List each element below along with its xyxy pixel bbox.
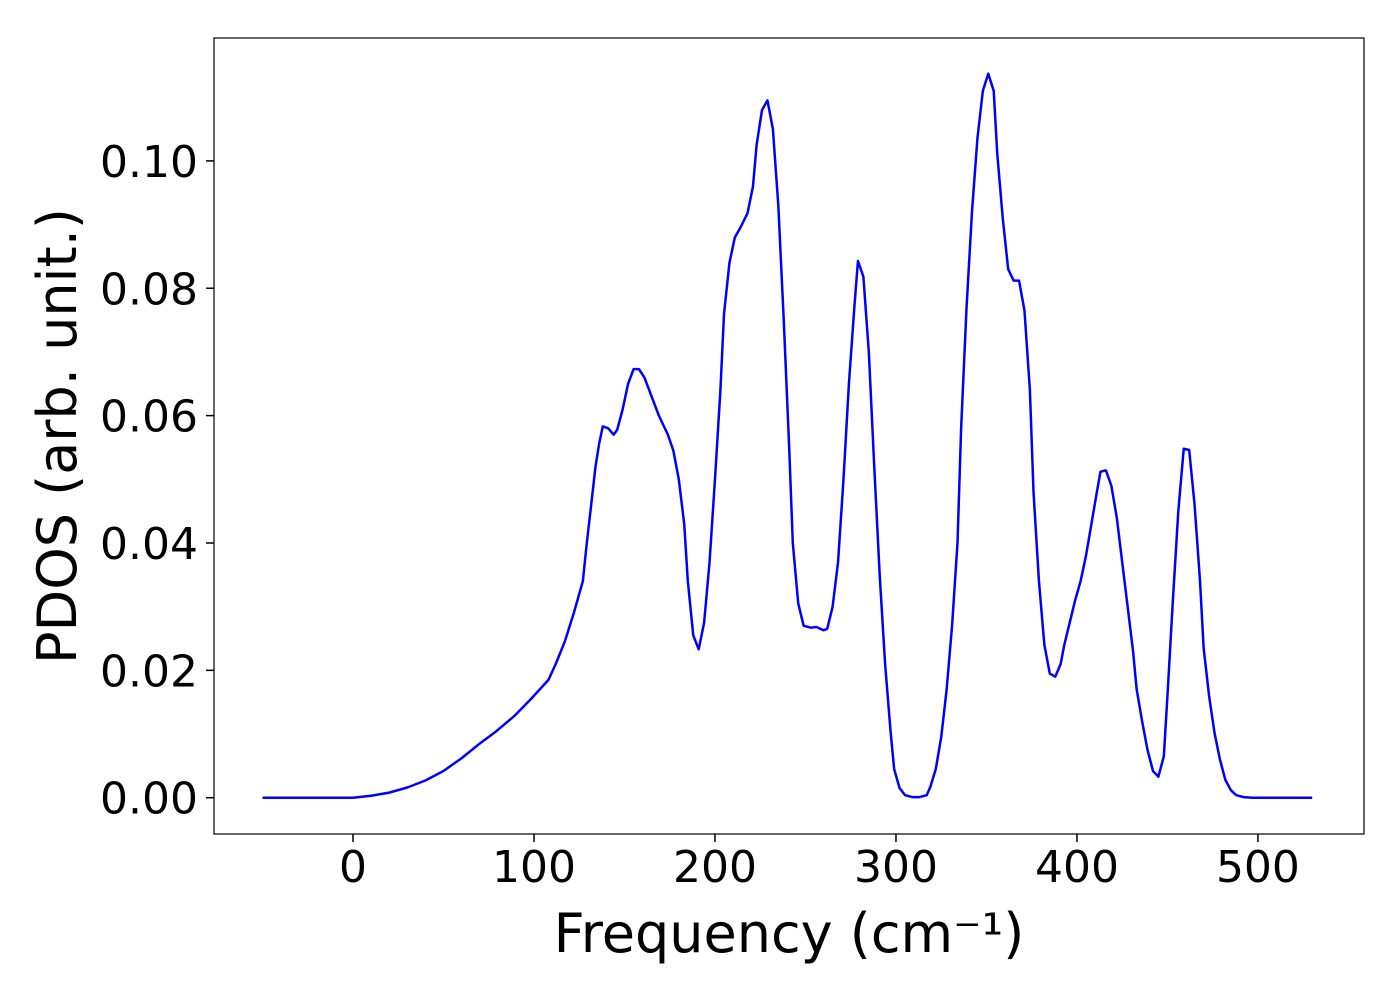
y-tick-label: 0.10	[100, 137, 198, 188]
x-tick-label: 200	[673, 842, 757, 893]
plot-frame	[213, 37, 1365, 835]
data-line	[262, 72, 1313, 799]
y-tick-label: 0.02	[100, 646, 198, 697]
y-tick-label: 0.08	[100, 264, 198, 315]
y-tick-label: 0.06	[100, 392, 198, 443]
x-tick-label: 500	[1216, 842, 1300, 893]
x-tick-label: 100	[492, 842, 576, 893]
x-axis-label: Frequency (cm⁻¹)	[554, 902, 1025, 965]
y-axis-label: PDOS (arb. unit.)	[26, 208, 89, 664]
y-tick-label: 0.00	[100, 774, 198, 825]
x-tick-label: 400	[1035, 842, 1119, 893]
x-tick-label: 0	[339, 842, 367, 893]
x-tick-label: 300	[854, 842, 938, 893]
y-tick-label: 0.04	[100, 519, 198, 570]
